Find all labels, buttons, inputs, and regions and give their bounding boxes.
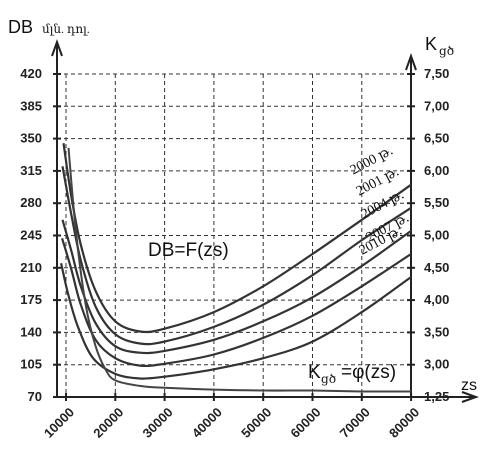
left-tick-label: 315 — [20, 163, 42, 178]
x-tick-label: 70000 — [337, 405, 373, 441]
left-tick-label: 140 — [20, 324, 42, 339]
right-tick-label: 1,25 — [424, 389, 449, 404]
left-tick-label: 280 — [20, 195, 42, 210]
left-tick-label: 350 — [20, 131, 42, 146]
right-axis-arrow — [405, 53, 417, 71]
series-line-k — [67, 147, 412, 393]
left-tick-label: 210 — [20, 260, 42, 275]
right-axis-title: K — [425, 34, 437, 54]
x-tick-label: 60000 — [287, 405, 323, 441]
x-tick-label: 40000 — [189, 405, 225, 441]
series-line — [62, 143, 412, 334]
series-line — [61, 237, 412, 368]
x-tick-label: 80000 — [386, 405, 422, 441]
series-layer — [60, 143, 412, 393]
db-function-annotation: DB=F(zs) — [148, 240, 229, 261]
right-tick-label: 5,00 — [424, 228, 449, 243]
right-tick-label: 4,00 — [424, 292, 449, 307]
right-tick-label: 5,50 — [424, 195, 449, 210]
left-axis-subtitle: մլն. դոլ. — [42, 22, 90, 36]
x-axis-arrow — [461, 391, 479, 403]
right-tick-label: 3,00 — [424, 357, 449, 372]
k-function-prefix: K — [308, 362, 321, 383]
x-tick-label: 30000 — [140, 405, 176, 441]
k-function-subscript: ցծ — [321, 372, 336, 386]
x-tick-label: 20000 — [90, 405, 126, 441]
x-tick-label: 50000 — [238, 405, 274, 441]
right-tick-label: 6,00 — [424, 163, 449, 178]
series-line — [60, 262, 412, 380]
left-axis-title: DB — [8, 17, 33, 37]
right-tick-label: 7,00 — [424, 98, 449, 113]
right-tick-label: 7,50 — [424, 66, 449, 81]
right-tick-label: 6,50 — [424, 131, 449, 146]
right-axis-subscript: ցծ — [439, 44, 454, 58]
x-tick-label: 10000 — [41, 405, 77, 441]
right-tick-label: 4,50 — [424, 260, 449, 275]
labels-layer: 420 385 350 315 280 245 210 175 140 105 70 7,50 7,00… — [20, 66, 449, 441]
left-axis-arrow — [51, 39, 63, 57]
left-tick-label: 385 — [20, 98, 42, 113]
left-tick-label: 420 — [20, 66, 42, 81]
right-tick-label: 3,50 — [424, 324, 449, 339]
left-tick-label: 245 — [20, 228, 42, 243]
x-axis-title: zs — [461, 377, 477, 394]
axes — [51, 39, 479, 403]
left-tick-label: 70 — [28, 389, 42, 404]
left-tick-label: 105 — [20, 357, 42, 372]
k-function-suffix: =φ(zs) — [341, 362, 396, 383]
left-tick-label: 175 — [20, 292, 42, 307]
series-line — [61, 219, 412, 355]
